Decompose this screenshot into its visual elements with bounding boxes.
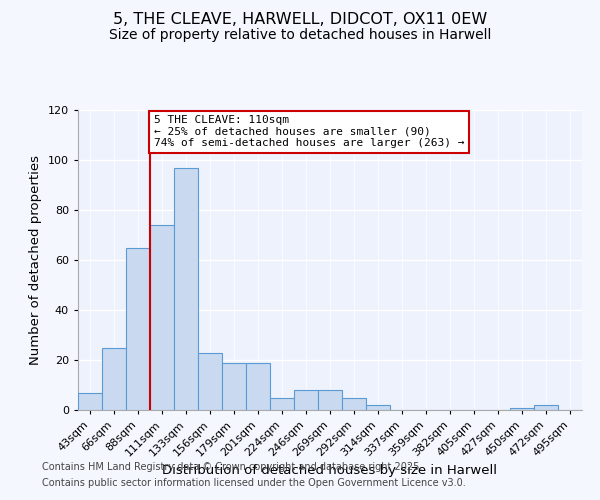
Y-axis label: Number of detached properties: Number of detached properties <box>29 155 42 365</box>
Bar <box>126 248 150 410</box>
Bar <box>342 398 366 410</box>
Bar <box>366 405 390 410</box>
Bar <box>510 408 534 410</box>
Bar <box>198 352 222 410</box>
Bar <box>78 392 102 410</box>
Bar <box>318 390 342 410</box>
Bar <box>222 362 246 410</box>
Text: 5 THE CLEAVE: 110sqm
← 25% of detached houses are smaller (90)
74% of semi-detac: 5 THE CLEAVE: 110sqm ← 25% of detached h… <box>154 115 464 148</box>
Bar <box>534 405 558 410</box>
Text: Contains public sector information licensed under the Open Government Licence v3: Contains public sector information licen… <box>42 478 466 488</box>
Bar <box>150 225 174 410</box>
Bar <box>174 168 198 410</box>
Text: Contains HM Land Registry data © Crown copyright and database right 2025.: Contains HM Land Registry data © Crown c… <box>42 462 422 472</box>
Bar <box>270 398 294 410</box>
Bar <box>102 348 126 410</box>
Text: Size of property relative to detached houses in Harwell: Size of property relative to detached ho… <box>109 28 491 42</box>
Text: 5, THE CLEAVE, HARWELL, DIDCOT, OX11 0EW: 5, THE CLEAVE, HARWELL, DIDCOT, OX11 0EW <box>113 12 487 28</box>
Bar <box>246 362 270 410</box>
Bar <box>294 390 318 410</box>
X-axis label: Distribution of detached houses by size in Harwell: Distribution of detached houses by size … <box>163 464 497 476</box>
